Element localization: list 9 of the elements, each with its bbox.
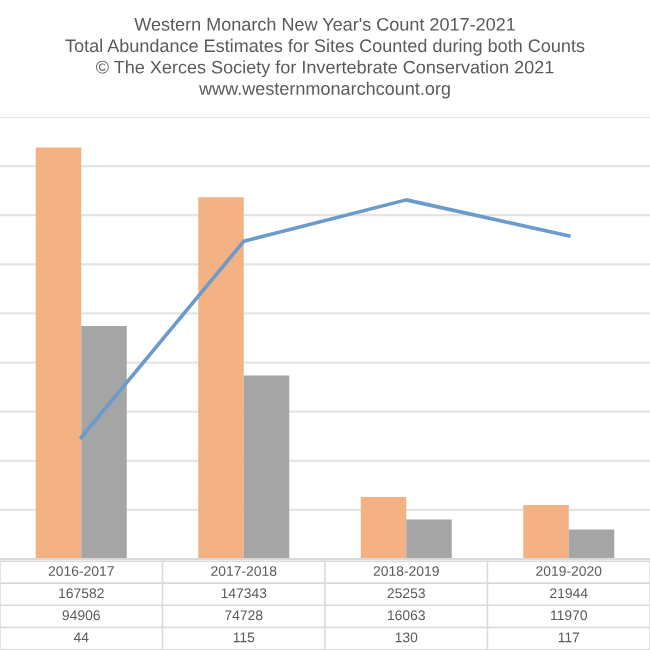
bar bbox=[523, 505, 569, 559]
bar bbox=[243, 375, 290, 559]
bar bbox=[35, 147, 82, 559]
bar bbox=[198, 197, 244, 559]
bar bbox=[81, 325, 127, 559]
bar bbox=[360, 496, 407, 559]
bar bbox=[568, 529, 615, 559]
chart-title: Western Monarch New Year's Count 2017-2021 Total Abundance Estimates for Sites Counted during both Counts © The Xerces Society for Invertebrate Conservation 2021 www.westernmonarchcount.org bbox=[65, 17, 585, 99]
bar bbox=[406, 519, 452, 559]
